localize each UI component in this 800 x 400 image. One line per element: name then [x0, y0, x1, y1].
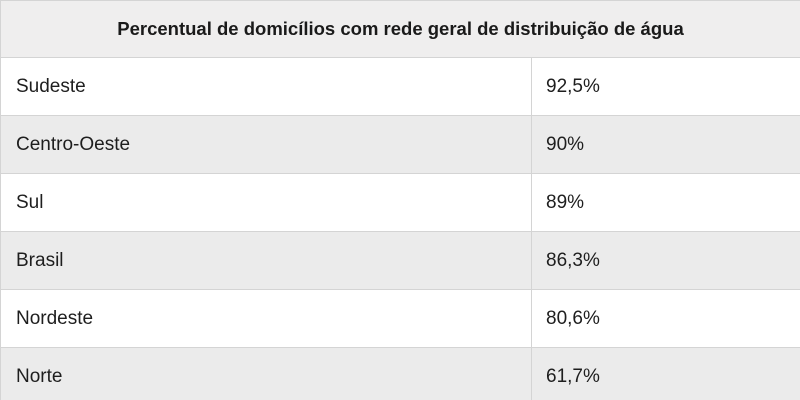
value-cell: 80,6% — [530, 289, 800, 348]
table-row: Nordeste 80,6% — [0, 289, 800, 348]
value-cell: 61,7% — [530, 347, 800, 400]
table-row: Norte 61,7% — [0, 347, 800, 400]
region-cell: Centro-Oeste — [0, 115, 532, 174]
region-cell: Sudeste — [0, 57, 532, 116]
region-cell: Sul — [0, 173, 532, 232]
table-header-row: Percentual de domicílios com rede geral … — [0, 0, 800, 58]
region-cell: Norte — [0, 347, 532, 400]
region-cell: Brasil — [0, 231, 532, 290]
value-cell: 86,3% — [530, 231, 800, 290]
region-cell: Nordeste — [0, 289, 532, 348]
value-cell: 89% — [530, 173, 800, 232]
table-row: Centro-Oeste 90% — [0, 115, 800, 174]
table-title: Percentual de domicílios com rede geral … — [0, 0, 800, 58]
value-cell: 92,5% — [530, 57, 800, 116]
table-row: Sul 89% — [0, 173, 800, 232]
value-cell: 90% — [530, 115, 800, 174]
table-row: Sudeste 92,5% — [0, 57, 800, 116]
table-row: Brasil 86,3% — [0, 231, 800, 290]
